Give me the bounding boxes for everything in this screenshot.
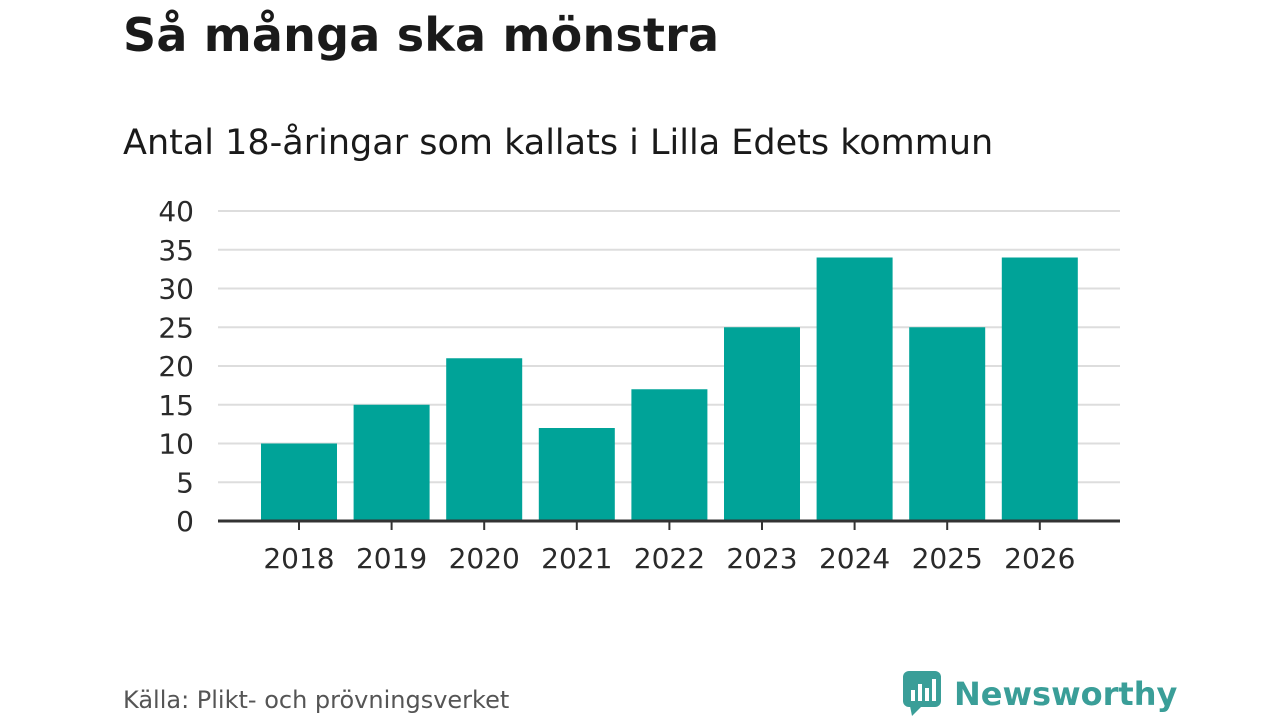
y-tick-label: 0 [176,505,194,538]
bar-2024 [816,257,893,521]
y-tick-label: 30 [158,273,194,306]
bar-2021 [538,428,615,521]
x-tick-labels: 2018 2019 2020 2021 2022 2023 2024 2025 2026 [263,542,1075,575]
newsworthy-chart-bubble-icon [903,671,941,716]
bar-2025 [909,327,986,521]
y-tick-label: 25 [158,311,194,344]
bar-2018 [261,443,337,521]
newsworthy-logo: Newsworthy [902,670,1177,718]
bars [261,257,1078,521]
x-tick-label: 2018 [263,542,334,575]
y-tick-label: 20 [158,350,194,383]
bar-2019 [353,404,430,521]
bar-2023 [724,327,800,521]
x-tick-label: 2021 [541,542,612,575]
x-tick-label: 2026 [1004,542,1075,575]
chart-subtitle: Antal 18-åringar som kallats i Lilla Ede… [123,123,994,163]
axes [218,519,1120,530]
y-tick-label: 5 [176,466,194,499]
x-tick-label: 2019 [356,542,427,575]
x-tick-label: 2022 [634,542,705,575]
x-tick-label: 2024 [819,542,890,575]
bar-2020 [446,358,523,521]
chart-title: Så många ska mönstra [123,8,720,62]
x-tick-label: 2025 [912,542,983,575]
y-tick-label: 35 [158,234,194,267]
source-note: Källa: Plikt- och prövningsverket [123,686,510,714]
x-tick-label: 2020 [449,542,520,575]
bar-2022 [631,389,708,521]
y-tick-label: 10 [158,428,194,461]
y-tick-label: 15 [158,389,194,422]
y-tick-labels: 0 5 10 15 20 25 30 35 40 [158,195,194,538]
y-tick-label: 40 [158,195,194,228]
x-tick-label: 2023 [726,542,797,575]
bar-2026 [1001,257,1078,521]
brand-name: Newsworthy [954,675,1178,713]
